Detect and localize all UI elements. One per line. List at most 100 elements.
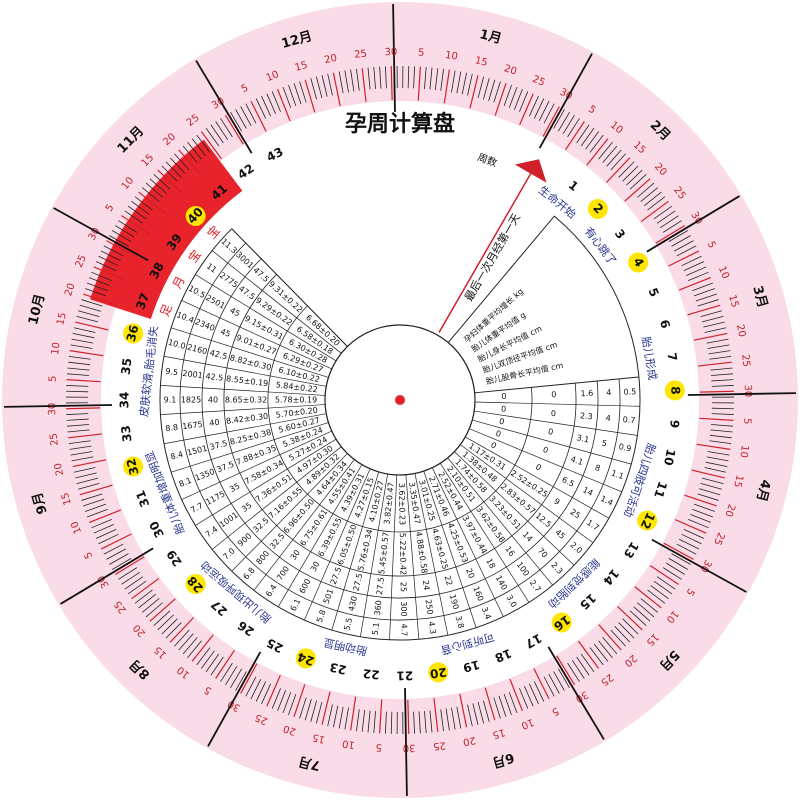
table-cell: 3.4 (480, 606, 493, 621)
row-divider (231, 453, 348, 572)
table-cell: 300 (399, 601, 408, 616)
table-cell: 37.5 (209, 439, 228, 452)
day-tick (109, 553, 129, 565)
day-tick (145, 182, 164, 198)
month-label: 7月 (297, 753, 322, 773)
day-label: 20 (462, 734, 477, 747)
day-tick (174, 629, 190, 647)
day-tick (477, 76, 485, 99)
day-tick (245, 676, 257, 697)
day-tick (577, 640, 600, 669)
table-cell: 3.82±0.47 (382, 482, 395, 525)
day-tick (472, 703, 479, 725)
day-tick (373, 711, 376, 734)
day-tick (91, 271, 112, 281)
day-tick (240, 663, 258, 694)
table-cell: 0 (551, 390, 556, 399)
day-tick (350, 69, 355, 92)
day-tick (157, 614, 174, 631)
row-divider (474, 401, 640, 407)
center-dot (395, 395, 405, 405)
week-number: 23 (328, 660, 347, 677)
day-tick (106, 240, 137, 258)
row-divider (211, 446, 342, 550)
row-divider (171, 422, 329, 473)
day-tick (356, 68, 360, 91)
day-tick (618, 161, 635, 178)
day-label: 20 (502, 63, 518, 77)
day-tick (114, 556, 145, 576)
week-number: 36 (124, 324, 142, 344)
day-tick (576, 656, 590, 676)
day-tick (361, 709, 366, 732)
day-tick (503, 693, 512, 715)
day-tick (443, 69, 450, 104)
day-tick (519, 91, 529, 112)
row-divider (414, 473, 449, 636)
table-cell: 9 (552, 497, 561, 507)
day-tick (142, 187, 160, 202)
day-tick (533, 98, 545, 119)
day-tick (225, 665, 238, 685)
day-tick (585, 131, 599, 150)
day-tick (688, 519, 709, 529)
month-label: 1月 (478, 27, 503, 47)
day-tick (288, 85, 297, 107)
table-cell: 190 (448, 593, 461, 610)
day-tick (598, 624, 622, 651)
table-divider (474, 376, 639, 394)
day-tick (93, 524, 115, 534)
month-divider (646, 195, 740, 253)
day-label: 10 (265, 69, 281, 84)
week-number: 38 (147, 260, 167, 281)
week-marker (185, 574, 206, 595)
month-divider (687, 392, 796, 396)
day-tick (663, 542, 694, 560)
day-tick (79, 484, 113, 496)
table-cell: 0 (489, 440, 498, 450)
day-tick (456, 71, 462, 94)
day-tick (709, 356, 732, 360)
day-tick (580, 127, 595, 147)
day-tick (711, 385, 734, 387)
day-tick (683, 529, 705, 539)
table-cell: 40 (208, 396, 218, 405)
day-tick (469, 75, 479, 109)
day-label: 30 (47, 403, 58, 416)
day-tick (659, 215, 679, 229)
day-tick (205, 127, 220, 147)
day-tick (701, 477, 724, 485)
day-tick (407, 699, 410, 734)
day-tick (338, 71, 344, 94)
day-tick (705, 461, 728, 467)
day-tick (66, 390, 89, 393)
day-label: 10 (69, 519, 84, 535)
day-tick (385, 66, 387, 89)
day-tick (282, 87, 292, 108)
day-label: 20 (63, 282, 77, 298)
day-tick (361, 68, 367, 102)
month-divider (4, 404, 113, 408)
day-tick (700, 482, 722, 490)
day-tick (66, 418, 89, 421)
day-tick (424, 66, 427, 89)
day-label: 10 (519, 716, 535, 731)
table-cell: 3.1 (576, 433, 590, 444)
day-label: 30 (403, 742, 416, 753)
day-tick (543, 103, 555, 124)
row-divider (472, 419, 632, 465)
day-tick (622, 165, 639, 182)
day-tick (271, 688, 281, 709)
day-tick (93, 266, 126, 281)
day-tick (261, 95, 271, 117)
day-tick (149, 598, 176, 622)
day-tick (153, 610, 171, 626)
day-tick (131, 577, 160, 600)
day-tick (73, 327, 96, 333)
week-number: 12 (638, 510, 658, 531)
title: 孕周计算盘 (345, 111, 455, 137)
day-tick (529, 683, 539, 705)
day-tick (676, 543, 697, 555)
day-tick (493, 697, 501, 719)
